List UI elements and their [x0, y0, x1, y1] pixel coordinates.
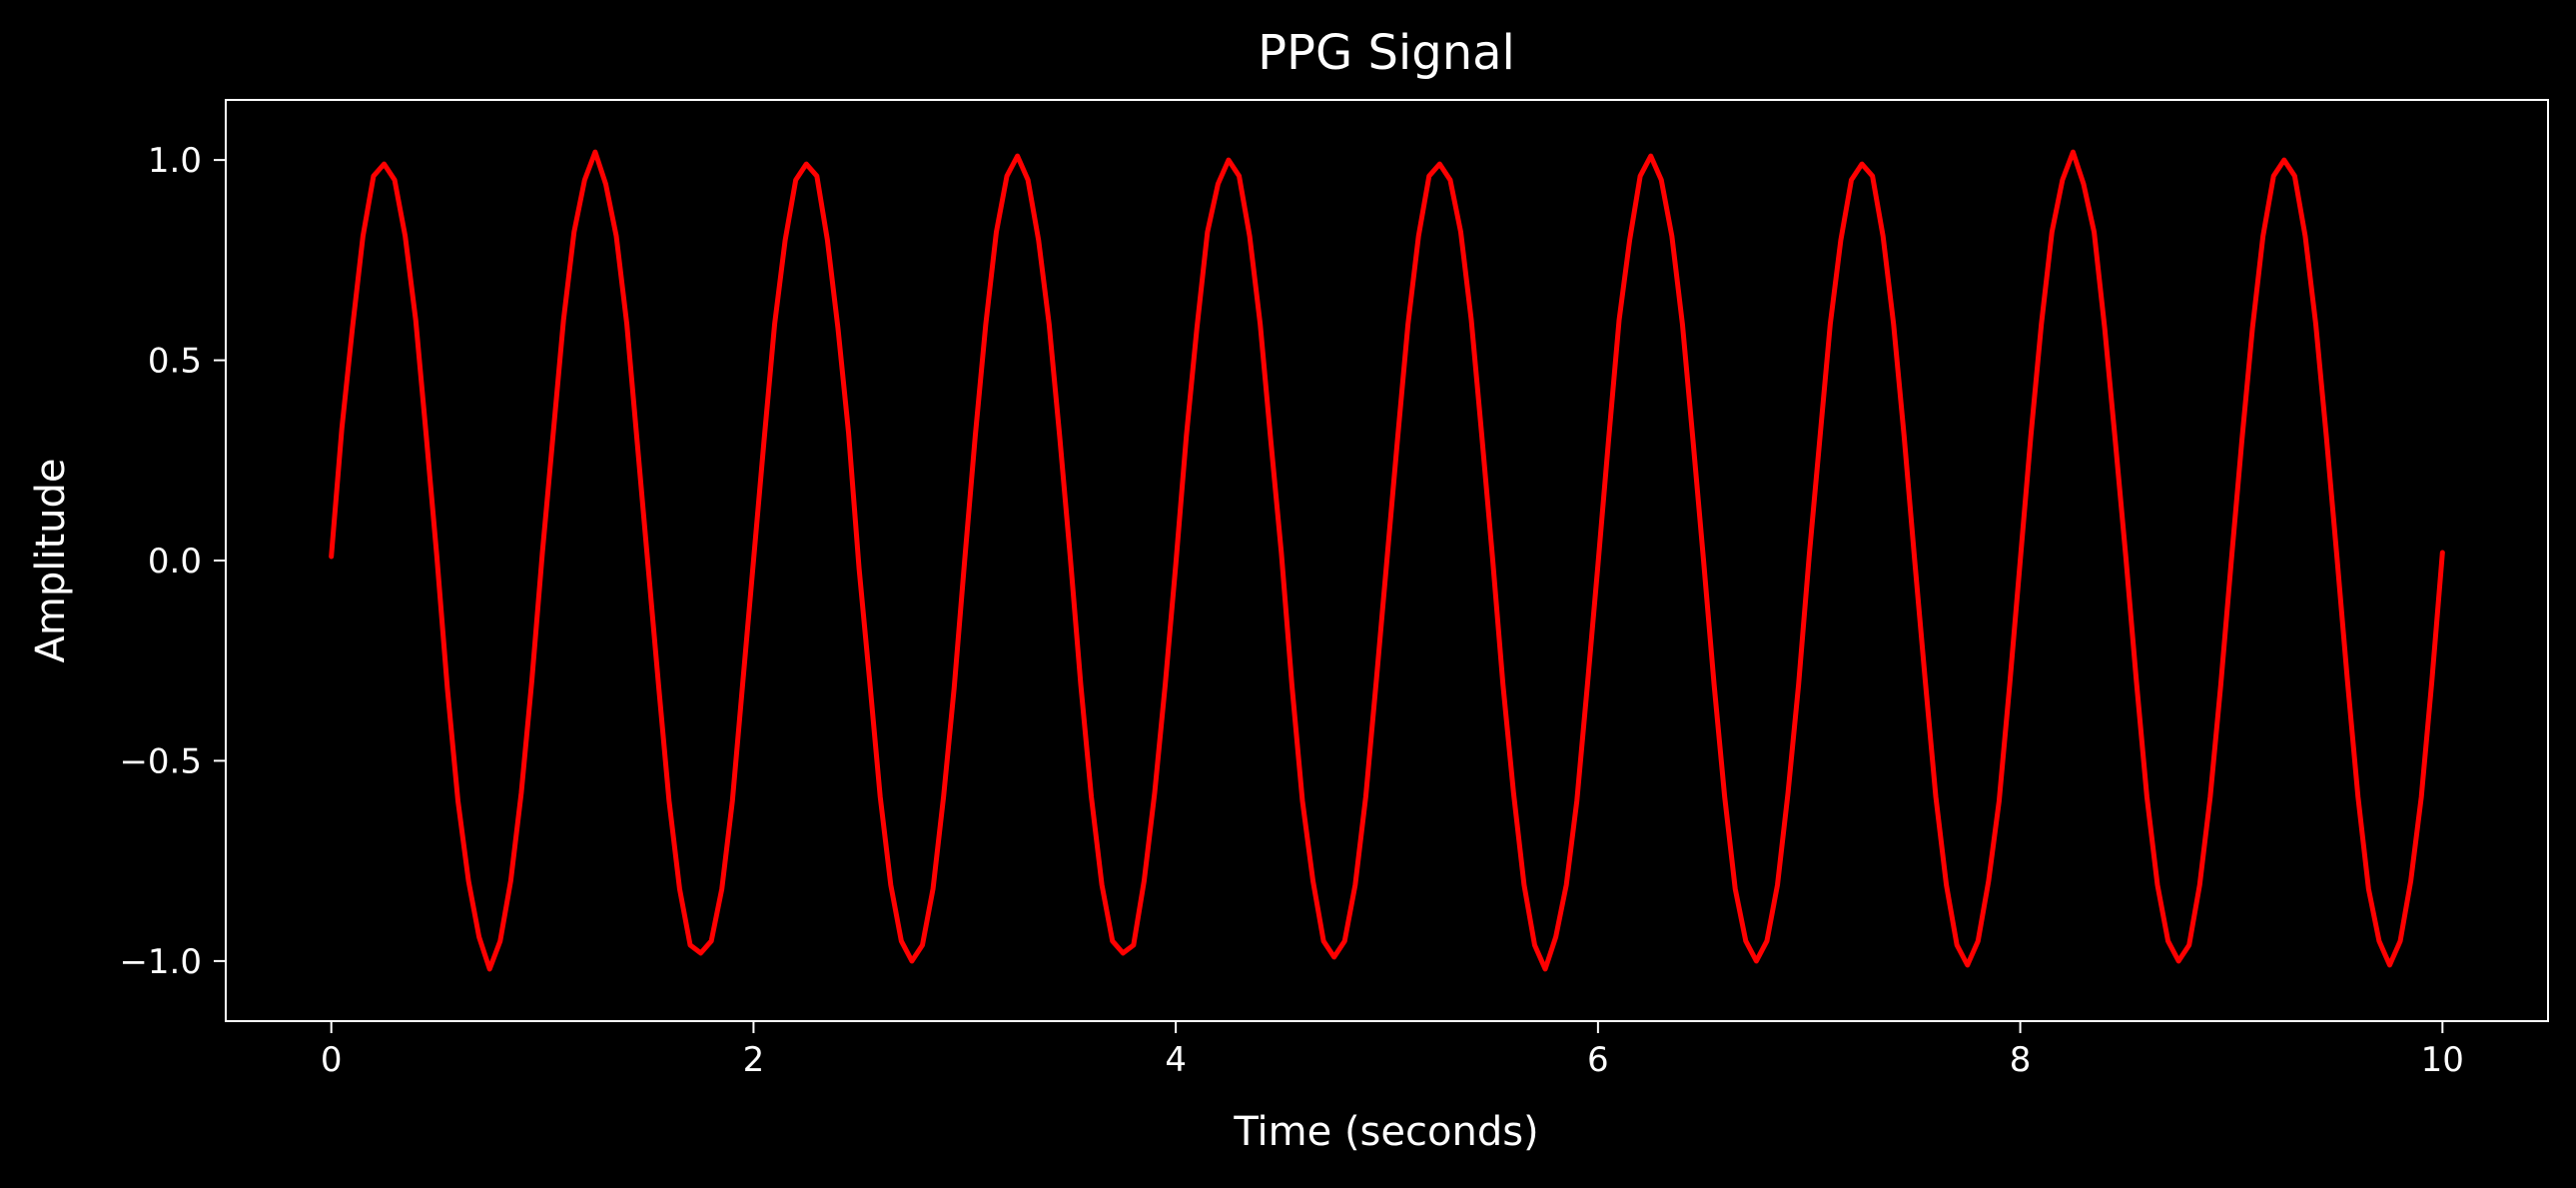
x-tick-label: 6 [1587, 1040, 1609, 1080]
y-tick-label: −1.0 [119, 942, 202, 982]
y-tick-label: 0.5 [148, 342, 202, 382]
x-axis-ticks: 0 2 4 6 8 10 [321, 1021, 2464, 1080]
x-tick-label: 2 [743, 1040, 765, 1080]
x-axis-label: Time (seconds) [1233, 1109, 1538, 1155]
x-tick-label: 4 [1165, 1040, 1187, 1080]
x-tick-label: 0 [321, 1040, 343, 1080]
series-line [329, 149, 2445, 972]
y-tick-label: 1.0 [148, 141, 202, 181]
chart-title: PPG Signal [1258, 25, 1515, 81]
x-tick-label: 10 [2421, 1040, 2464, 1080]
y-tick-label: 0.0 [148, 542, 202, 582]
y-axis-label: Amplitude [28, 459, 74, 663]
plot-area [329, 149, 2445, 972]
y-tick-label: −0.5 [119, 741, 202, 781]
y-axis-ticks: −1.0 −0.5 0.0 0.5 1.0 [119, 141, 226, 982]
x-tick-label: 8 [2010, 1040, 2032, 1080]
